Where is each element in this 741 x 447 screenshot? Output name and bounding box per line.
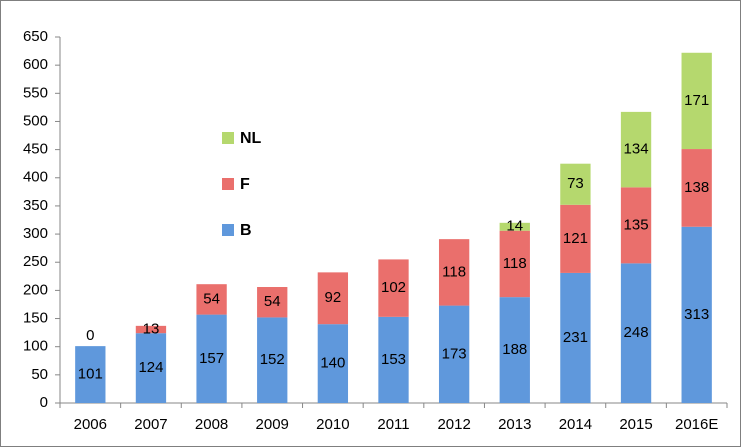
legend-text: NL bbox=[240, 130, 262, 147]
y-tick-label: 500 bbox=[23, 112, 48, 129]
bar-segment bbox=[317, 324, 349, 403]
bar-segment bbox=[196, 314, 227, 403]
x-tick-label: 2009 bbox=[256, 416, 289, 433]
bar-segment bbox=[620, 111, 652, 188]
bar-segment bbox=[438, 305, 470, 403]
bar-segment bbox=[257, 317, 288, 403]
bar-segment bbox=[135, 325, 167, 334]
bar-segment bbox=[620, 187, 652, 264]
bar-segment bbox=[317, 272, 349, 325]
y-tick-label: 300 bbox=[23, 225, 48, 242]
bar-segment bbox=[75, 346, 106, 403]
bar-segment bbox=[438, 239, 470, 306]
x-tick-label: 2016E bbox=[675, 416, 718, 433]
bar-segment bbox=[378, 316, 409, 403]
bar-segment bbox=[378, 259, 409, 317]
bar-segment bbox=[560, 204, 591, 273]
legend-swatch bbox=[222, 224, 234, 236]
y-tick-label: 550 bbox=[23, 84, 48, 101]
y-tick-label: 150 bbox=[23, 310, 48, 327]
data-label: 118 bbox=[503, 255, 527, 272]
bar-segment bbox=[196, 284, 227, 315]
data-label: 118 bbox=[442, 263, 466, 280]
data-label: 248 bbox=[624, 324, 649, 341]
data-label: 134 bbox=[624, 141, 649, 158]
y-tick-label: 250 bbox=[23, 253, 48, 270]
bar-segment bbox=[560, 272, 591, 403]
data-label: 140 bbox=[320, 355, 345, 372]
data-label: 102 bbox=[381, 279, 406, 296]
legend-text: F bbox=[240, 176, 250, 193]
y-tick-label: 200 bbox=[23, 281, 48, 298]
x-tick-label: 2015 bbox=[619, 416, 652, 433]
legend-swatch bbox=[222, 178, 234, 190]
y-tick-label: 600 bbox=[23, 56, 48, 73]
y-tick-label: 0 bbox=[40, 394, 48, 411]
x-tick-label: 2014 bbox=[559, 416, 592, 433]
data-label: 313 bbox=[684, 306, 709, 323]
data-label: 171 bbox=[684, 92, 709, 109]
y-tick-label: 450 bbox=[23, 141, 48, 158]
x-tick-label: 2011 bbox=[377, 416, 409, 433]
data-label: 73 bbox=[567, 175, 584, 192]
bar-segment bbox=[681, 149, 712, 227]
legend-text: B bbox=[240, 222, 252, 239]
data-label: 14 bbox=[506, 218, 523, 235]
data-label: 152 bbox=[260, 351, 285, 368]
data-label: 13 bbox=[143, 320, 160, 337]
y-tick-label: 50 bbox=[31, 366, 48, 383]
data-label: 124 bbox=[138, 359, 163, 376]
bar-segment bbox=[620, 263, 652, 403]
bar-segment bbox=[681, 226, 712, 403]
x-tick-label: 2006 bbox=[74, 416, 107, 433]
data-label: 173 bbox=[442, 345, 467, 362]
data-label: 188 bbox=[502, 341, 527, 358]
data-label: 54 bbox=[203, 290, 220, 307]
data-label: 138 bbox=[684, 179, 709, 196]
data-label: 101 bbox=[78, 366, 103, 383]
bar-segment bbox=[560, 163, 591, 205]
y-tick-label: 650 bbox=[23, 28, 48, 45]
data-label: 157 bbox=[199, 350, 224, 367]
x-tick-label: 2012 bbox=[437, 416, 470, 433]
data-label: 0 bbox=[86, 327, 94, 344]
bar-segment bbox=[499, 297, 530, 403]
data-label: 231 bbox=[563, 329, 588, 346]
data-label: 135 bbox=[624, 216, 649, 233]
bar-segment bbox=[135, 333, 167, 403]
bar-segment bbox=[681, 52, 712, 150]
bar-segment bbox=[499, 222, 530, 231]
legend-swatch bbox=[222, 132, 234, 144]
x-tick-label: 2013 bbox=[498, 416, 531, 433]
y-tick-label: 350 bbox=[23, 197, 48, 214]
y-tick-label: 100 bbox=[23, 338, 48, 355]
x-tick-label: 2008 bbox=[195, 416, 228, 433]
x-tick-label: 2007 bbox=[134, 416, 167, 433]
bar-segment bbox=[499, 230, 530, 298]
y-tick-label: 400 bbox=[23, 169, 48, 186]
data-label: 121 bbox=[563, 230, 588, 247]
data-label: 54 bbox=[264, 293, 281, 310]
bar-segment bbox=[257, 287, 288, 318]
data-label: 92 bbox=[325, 289, 342, 306]
data-label: 153 bbox=[381, 351, 406, 368]
x-tick-label: 2010 bbox=[316, 416, 349, 433]
